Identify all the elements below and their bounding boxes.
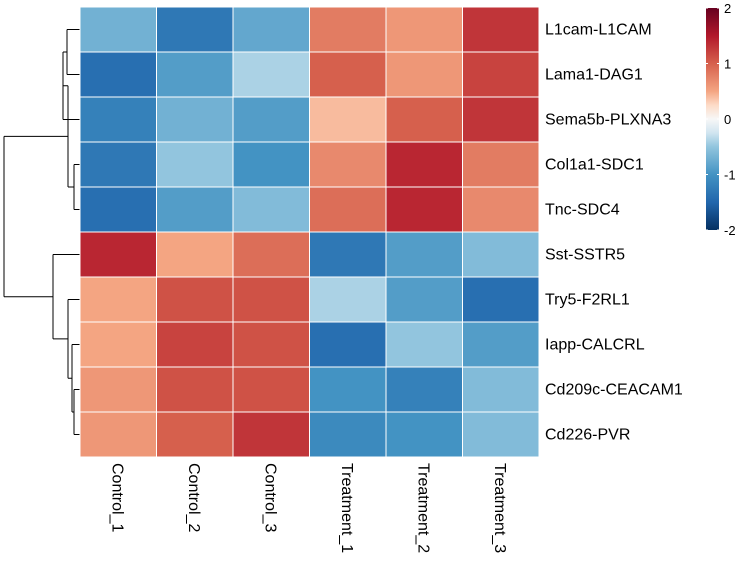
heatmap-cell [79, 321, 157, 368]
heatmap-cell [385, 141, 463, 188]
heatmap-cell [156, 51, 234, 98]
heatmap-cell [156, 186, 234, 233]
row-labels: L1cam-L1CAM Lama1-DAG1 Sema5b-PLXNA3 Col1a1… [545, 22, 683, 444]
row-label: Col1a1-SDC1 [545, 157, 644, 174]
column-label: Treatment_1 [338, 463, 355, 553]
dendrogram-branch [52, 254, 80, 340]
heatmap-cell [156, 321, 234, 368]
heatmap-cell [232, 51, 310, 98]
heatmap-cell [232, 321, 310, 368]
heatmap-cell [79, 411, 157, 458]
column-label: Control_2 [185, 463, 202, 532]
heatmap-cell [462, 366, 540, 413]
heatmap-cell [232, 141, 310, 188]
heatmap-cell [462, 321, 540, 368]
heatmap-cell [309, 51, 387, 98]
row-label: Sema5b-PLXNA3 [545, 112, 671, 129]
color-legend: 2 1 0 -1 -2 [706, 1, 736, 238]
row-label: Sst-SSTR5 [545, 247, 625, 264]
heatmap-cell [309, 186, 387, 233]
legend-tick-label: -1 [724, 168, 736, 183]
heatmap-cell [385, 366, 463, 413]
row-label: Try5-F2RL1 [545, 292, 630, 309]
heatmap-cell [462, 96, 540, 143]
heatmap-cell [462, 411, 540, 458]
heatmap-cell [156, 141, 234, 188]
column-label: Control_1 [108, 463, 125, 532]
heatmap-cell [79, 6, 157, 53]
heatmap-cell [232, 231, 310, 278]
dendrogram-branch [3, 135, 68, 298]
heatmap-cell [232, 96, 310, 143]
heatmap-cell [156, 366, 234, 413]
heatmap-cell [79, 276, 157, 323]
heatmap-cell [385, 321, 463, 368]
heatmap-cell [309, 231, 387, 278]
dendrogram-branch [71, 344, 80, 413]
dendrogram-branch [66, 29, 80, 75]
heatmap-cell [385, 96, 463, 143]
heatmap-cell [232, 366, 310, 413]
column-label: Control_3 [261, 463, 278, 532]
heatmap-cell [309, 6, 387, 53]
heatmap-cell [156, 96, 234, 143]
heatmap-cell [156, 231, 234, 278]
heatmap-cell [79, 186, 157, 233]
heatmap-cell [309, 321, 387, 368]
row-label: Lama1-DAG1 [545, 67, 643, 84]
heatmap-cell [156, 276, 234, 323]
column-label: Treatment_3 [491, 463, 508, 553]
heatmap-cell [309, 141, 387, 188]
heatmap-cells [79, 6, 540, 458]
heatmap-cell [156, 411, 234, 458]
heatmap-cell [385, 411, 463, 458]
heatmap-cell [462, 6, 540, 53]
heatmap-cell [232, 186, 310, 233]
heatmap-cell [462, 231, 540, 278]
heatmap-cell [462, 276, 540, 323]
heatmap-cell [309, 411, 387, 458]
legend-tick-label: 1 [724, 57, 731, 72]
heatmap-cell [156, 6, 234, 53]
heatmap-cell [462, 141, 540, 188]
legend-tick-label: 0 [724, 112, 731, 127]
heatmap-cell [462, 51, 540, 98]
heatmap-cell [462, 186, 540, 233]
legend-color-bar [706, 8, 719, 230]
heatmap-cell [232, 411, 310, 458]
column-label: Treatment_2 [414, 463, 431, 553]
heatmap-cell [79, 141, 157, 188]
row-label: Cd226-PVR [545, 427, 630, 444]
legend-tick-label: 2 [724, 1, 731, 16]
heatmap-cell [385, 6, 463, 53]
row-label: L1cam-L1CAM [545, 22, 652, 39]
row-label: Tnc-SDC4 [545, 202, 620, 219]
dendrogram-branch [67, 299, 80, 379]
row-label: Iapp-CALCRL [545, 337, 645, 354]
legend-tick-label: -2 [724, 223, 736, 238]
heatmap-cell [385, 51, 463, 98]
row-dendrogram [3, 29, 80, 435]
heatmap-cell [309, 366, 387, 413]
heatmap-cell [309, 96, 387, 143]
heatmap-cell [385, 231, 463, 278]
heatmap-cell [232, 276, 310, 323]
heatmap-cell [79, 231, 157, 278]
dendrogram-branch [73, 164, 80, 210]
dendrogram-branch [73, 389, 80, 435]
heatmap-cell [309, 276, 387, 323]
row-label: Cd209c-CEACAM1 [545, 382, 683, 399]
column-labels: Control_1 Control_2 Control_3 Treatment_1 Tr… [108, 463, 508, 553]
heatmap-cell [385, 276, 463, 323]
legend-ticks: 2 1 0 -1 -2 [706, 1, 736, 238]
heatmap-cell [385, 186, 463, 233]
heatmap-cell [79, 96, 157, 143]
heatmap-cell [79, 51, 157, 98]
heatmap-cell [232, 6, 310, 53]
heatmap-cell [79, 366, 157, 413]
